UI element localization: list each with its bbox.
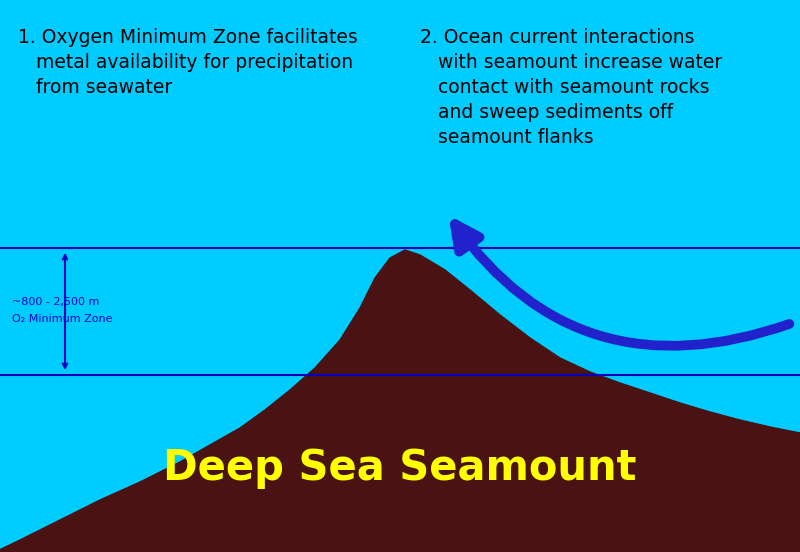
Text: Deep Sea Seamount: Deep Sea Seamount bbox=[163, 447, 637, 489]
Text: 2. Ocean current interactions
   with seamount increase water
   contact with se: 2. Ocean current interactions with seamo… bbox=[420, 28, 722, 147]
FancyArrowPatch shape bbox=[455, 224, 790, 346]
Text: 1. Oxygen Minimum Zone facilitates
   metal availability for precipitation
   fr: 1. Oxygen Minimum Zone facilitates metal… bbox=[18, 28, 358, 97]
Text: O₂ Minimum Zone: O₂ Minimum Zone bbox=[12, 315, 113, 325]
Polygon shape bbox=[0, 250, 800, 552]
Text: ~800 - 2,500 m: ~800 - 2,500 m bbox=[12, 296, 99, 306]
